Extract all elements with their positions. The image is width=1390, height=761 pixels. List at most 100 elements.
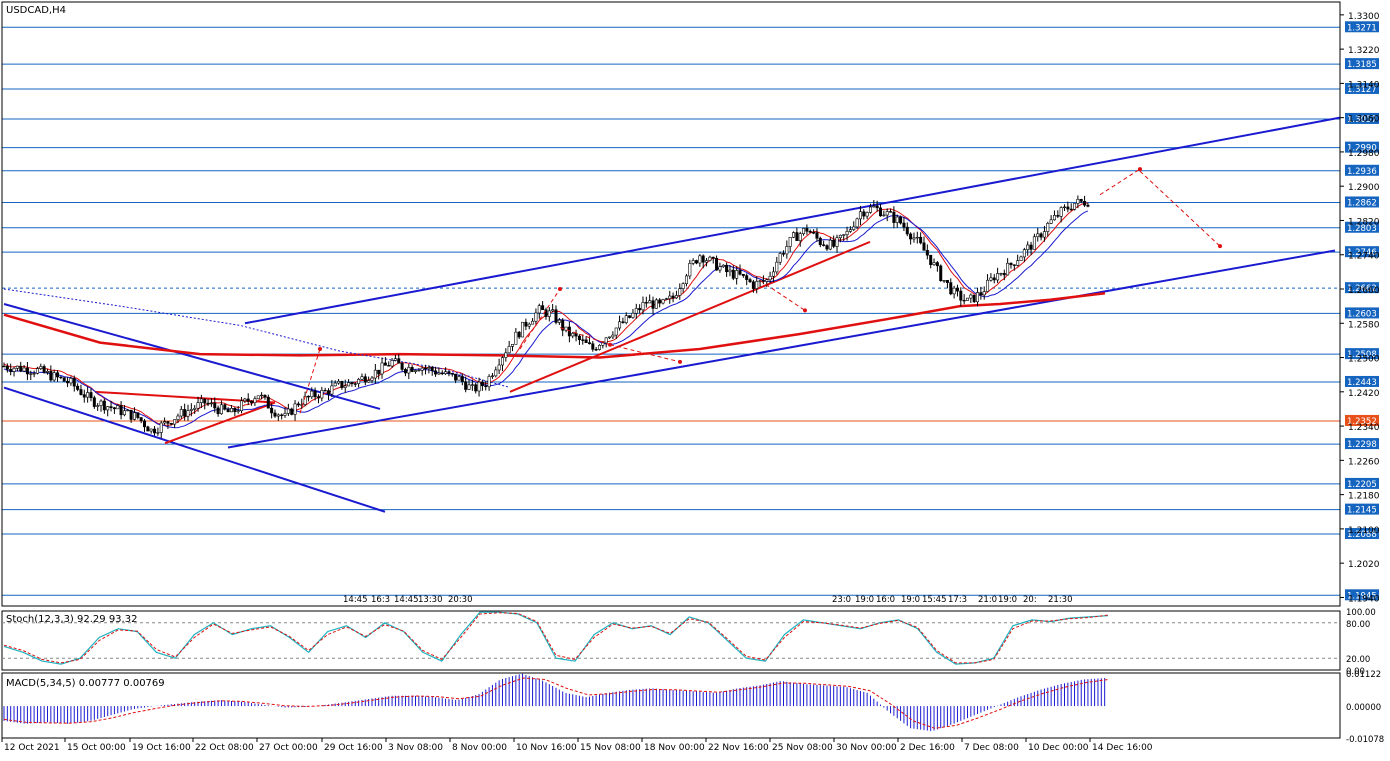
level-label-box xyxy=(1345,112,1379,124)
time-tick-label: 25 Nov 08:00 xyxy=(772,743,833,753)
level-label: 1.2603 xyxy=(1347,309,1377,319)
price-tick-label: 1.2980 xyxy=(1348,149,1380,159)
candle-body xyxy=(848,229,852,232)
candle-body xyxy=(855,218,859,228)
candle-body xyxy=(999,273,1003,275)
level-label: 1.2443 xyxy=(1347,378,1377,388)
candle-body xyxy=(32,372,36,375)
candle-body xyxy=(979,292,983,296)
candle-body xyxy=(1086,204,1090,207)
session-time-label: 13:30 xyxy=(418,595,443,605)
candle-body xyxy=(574,333,578,337)
candle-body xyxy=(233,408,237,413)
candle-body xyxy=(327,390,331,395)
candle-body xyxy=(370,377,374,381)
time-tick-label: 10 Dec 00:00 xyxy=(1028,743,1089,753)
candle-body xyxy=(393,358,397,361)
level-label-box xyxy=(1345,21,1379,33)
price-tick-label: 1.2180 xyxy=(1348,492,1380,502)
candle-body xyxy=(1012,264,1016,266)
candle-body xyxy=(1032,236,1036,250)
candle-body xyxy=(658,299,662,304)
candle-body xyxy=(745,275,749,280)
stoch-tick-label: 100.00 xyxy=(1346,608,1376,618)
candle-body xyxy=(173,419,177,425)
candle-body xyxy=(467,384,471,390)
candle-body xyxy=(367,380,371,383)
candle-body xyxy=(882,214,886,217)
time-tick-label: 29 Oct 16:00 xyxy=(324,743,383,753)
candle-body xyxy=(531,320,535,325)
stoch-tick-label: 20.00 xyxy=(1346,655,1370,665)
candle-body xyxy=(634,308,638,314)
candle-body xyxy=(544,309,548,317)
forecast-arrow-head xyxy=(1218,244,1222,249)
candle-body xyxy=(380,362,384,375)
candle-body xyxy=(236,410,240,413)
candle-body xyxy=(751,281,755,289)
dotted-ma-blue xyxy=(3,288,511,388)
level-label: 1.2803 xyxy=(1347,224,1377,234)
candle-body xyxy=(213,402,217,409)
price-tick-label: 1.2260 xyxy=(1348,457,1380,467)
forecast-arrow-head xyxy=(1138,167,1142,172)
candle-body xyxy=(678,288,682,296)
candle-body xyxy=(781,253,785,255)
candle-body xyxy=(715,257,719,271)
candle-body xyxy=(179,409,183,417)
candle-body xyxy=(407,367,411,374)
candle-body xyxy=(1063,206,1067,209)
candle-body xyxy=(186,410,190,417)
candle-body xyxy=(39,366,43,369)
candle-body xyxy=(644,302,648,304)
candle-body xyxy=(1059,207,1063,217)
candle-body xyxy=(935,262,939,267)
candle-body xyxy=(802,228,806,234)
session-time-label: 19:0 xyxy=(998,595,1017,605)
candle-body xyxy=(701,255,705,263)
candle-body xyxy=(350,382,354,384)
time-tick-label: 27 Oct 00:00 xyxy=(259,743,318,753)
candle-body xyxy=(845,231,849,235)
candle-body xyxy=(962,299,966,302)
candle-body xyxy=(109,406,113,409)
level-label: 1.2298 xyxy=(1347,440,1377,450)
candle-body xyxy=(992,277,996,281)
level-label-box xyxy=(1345,307,1379,319)
candle-body xyxy=(59,376,63,379)
candle-body xyxy=(892,211,896,223)
candle-body xyxy=(169,423,173,425)
candle-body xyxy=(761,280,765,282)
time-tick-label: 22 Nov 16:00 xyxy=(708,743,769,753)
candle-body xyxy=(447,371,451,374)
candle-body xyxy=(651,300,655,309)
candle-body xyxy=(705,260,709,263)
candle-body xyxy=(792,232,796,238)
level-label-box xyxy=(1345,348,1379,360)
candle-body xyxy=(902,222,906,228)
candle-body xyxy=(22,367,26,372)
candle-body xyxy=(112,407,116,410)
candle-body xyxy=(661,299,665,304)
session-time-label: 23:0 xyxy=(832,595,851,605)
session-time-label: 15:45 xyxy=(922,595,947,605)
candle-body xyxy=(912,237,916,240)
candlesticks xyxy=(2,195,1090,439)
candle-body xyxy=(514,331,518,345)
candle-body xyxy=(189,409,193,411)
candle-body xyxy=(92,397,96,407)
candle-body xyxy=(320,389,324,399)
candle-body xyxy=(1026,244,1030,250)
time-tick-label: 15 Oct 00:00 xyxy=(67,743,126,753)
candle-body xyxy=(561,319,565,331)
level-label-box xyxy=(1345,438,1379,450)
candle-body xyxy=(711,256,715,259)
forecast-arrow-head xyxy=(558,287,562,292)
candle-body xyxy=(96,405,100,407)
macd-signal-line xyxy=(3,677,1109,729)
candle-body xyxy=(206,402,210,405)
candle-body xyxy=(942,280,946,282)
candle-body xyxy=(915,236,919,239)
